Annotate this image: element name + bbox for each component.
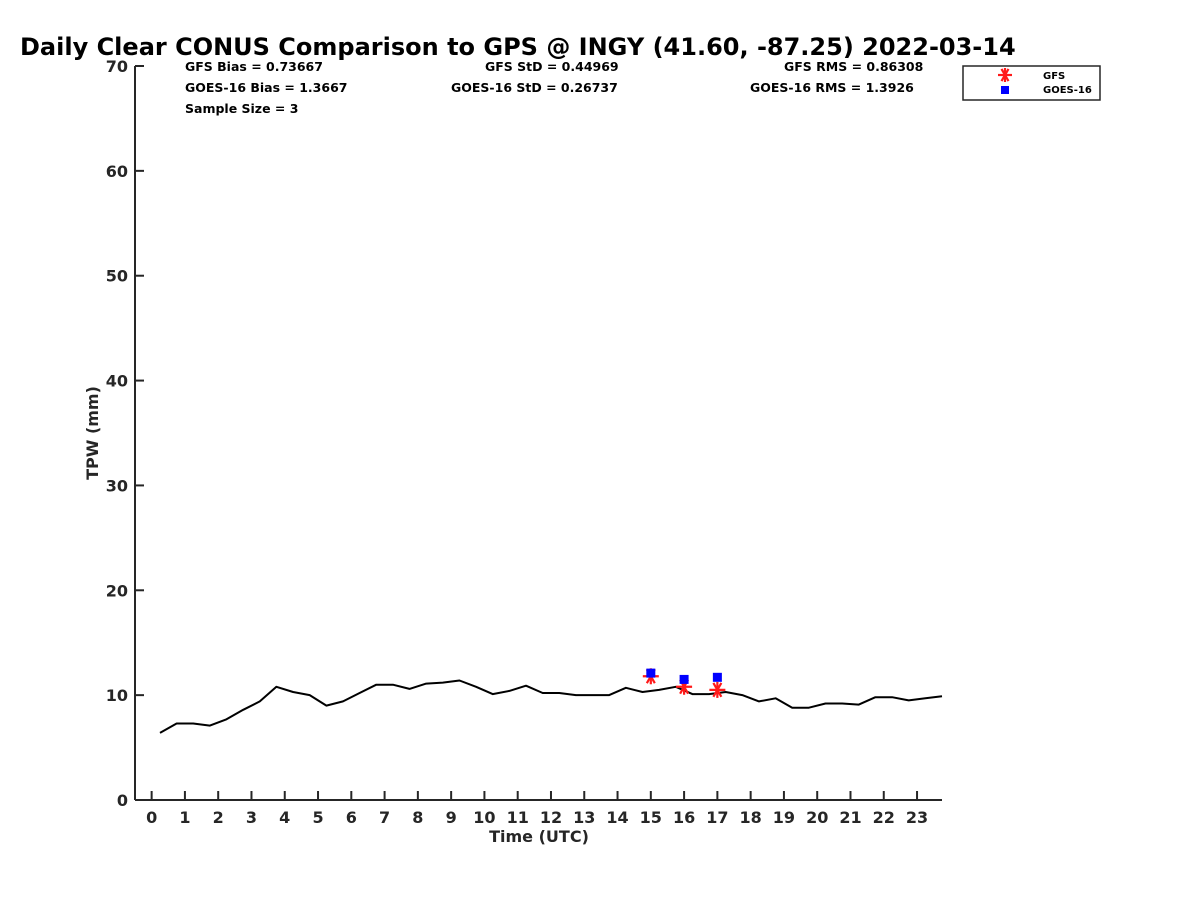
y-tick-label: 40 [106, 372, 128, 391]
gfs-bias-text: GFS Bias = 0.73667 [185, 59, 323, 74]
x-tick-label: 1 [179, 808, 190, 827]
x-tick-label: 19 [773, 808, 795, 827]
x-tick-label: 11 [507, 808, 529, 827]
y-tick-label: 50 [106, 267, 128, 286]
plot-area [159, 668, 943, 734]
legend-gfs-asterisk [998, 68, 1012, 82]
goes-bias-text: GOES-16 Bias = 1.3667 [185, 80, 347, 95]
x-tick-label: 20 [806, 808, 828, 827]
x-tick-label: 3 [246, 808, 257, 827]
x-tick-label: 18 [740, 808, 762, 827]
x-tick-label: 17 [706, 808, 728, 827]
goes-rms-text: GOES-16 RMS = 1.3926 [750, 80, 914, 95]
goes16-data-point [712, 672, 722, 682]
legend-gfs-label: GFS [1043, 71, 1065, 82]
chart-title: Daily Clear CONUS Comparison to GPS @ IN… [20, 33, 1016, 61]
x-tick-label: 12 [540, 808, 562, 827]
x-tick-label: 14 [606, 808, 628, 827]
x-tick-label: 9 [446, 808, 457, 827]
x-tick-label: 15 [640, 808, 662, 827]
legend-goes-marker [1001, 86, 1009, 94]
x-tick-label: 13 [573, 808, 595, 827]
x-axis-label: Time (UTC) [489, 827, 589, 846]
x-tick-label: 0 [146, 808, 157, 827]
goes16-data-point [679, 674, 689, 684]
y-axis-label: TPW (mm) [83, 386, 102, 480]
y-tick-label: 70 [106, 57, 128, 76]
x-tick-label: 22 [873, 808, 895, 827]
y-tick-label: 60 [106, 162, 128, 181]
legend-goes-label: GOES-16 [1043, 85, 1092, 96]
x-tick-label: 7 [379, 808, 390, 827]
goes-std-text: GOES-16 StD = 0.26737 [451, 80, 618, 95]
legend-gfs-marker [998, 68, 1012, 82]
y-tick-label: 10 [106, 686, 128, 705]
gfs-data-point [709, 681, 726, 698]
goes16-data-point [646, 668, 656, 678]
y-tick-label: 0 [117, 791, 128, 810]
x-tick-label: 21 [839, 808, 861, 827]
x-tick-label: 16 [673, 808, 695, 827]
x-tick-label: 2 [213, 808, 224, 827]
gfs-rms-text: GFS RMS = 0.86308 [784, 59, 923, 74]
gps-series-line [159, 679, 943, 734]
x-tick-label: 4 [279, 808, 290, 827]
legend: GFS GOES-16 [962, 65, 1101, 101]
x-tick-label: 5 [312, 808, 323, 827]
stats-block: GFS Bias = 0.73667 GFS StD = 0.44969 GFS… [185, 59, 923, 116]
x-tick-label: 6 [346, 808, 357, 827]
y-tick-label: 20 [106, 581, 128, 600]
x-tick-label: 10 [473, 808, 495, 827]
x-tick-label: 8 [412, 808, 423, 827]
gfs-std-text: GFS StD = 0.44969 [485, 59, 619, 74]
sample-size-text: Sample Size = 3 [185, 101, 298, 116]
y-tick-label: 30 [106, 476, 128, 495]
legend-box [962, 65, 1101, 101]
x-tick-label: 23 [906, 808, 928, 827]
